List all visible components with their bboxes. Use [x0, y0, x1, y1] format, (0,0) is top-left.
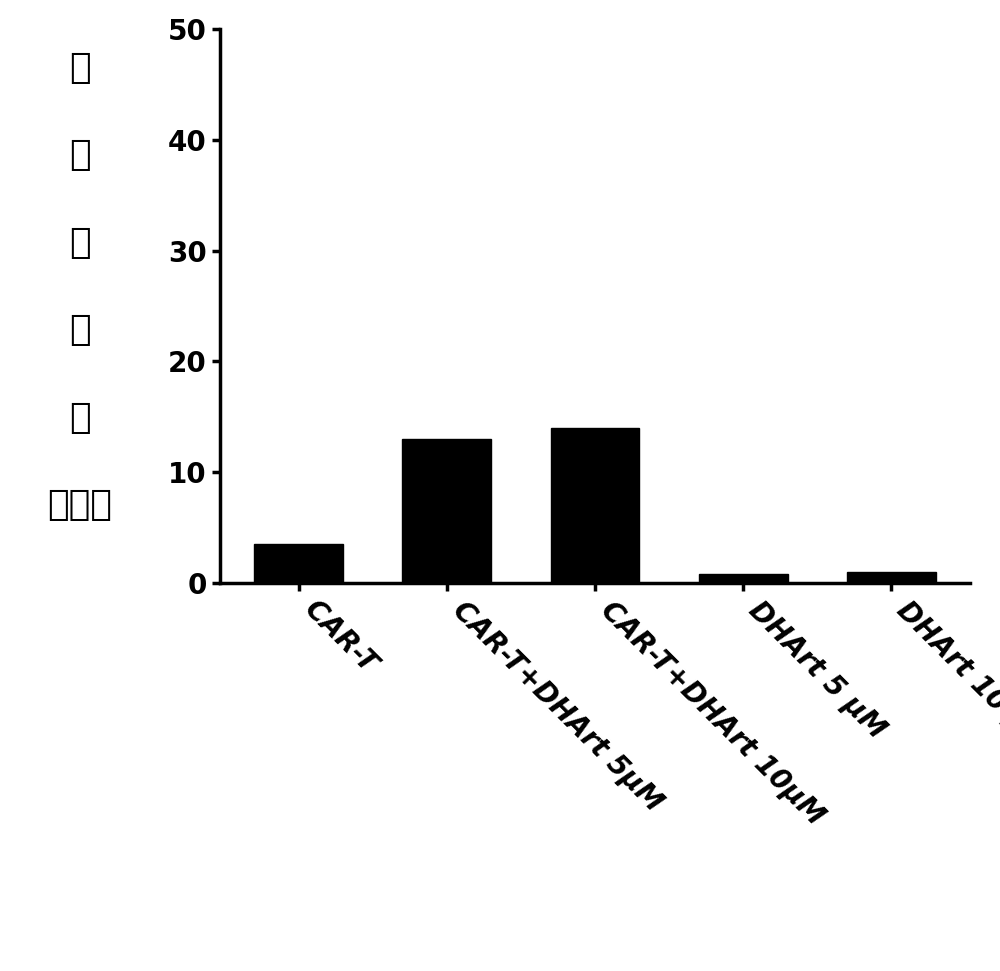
Bar [551, 427, 639, 583]
Text: 细: 细 [69, 50, 91, 85]
Bar [254, 544, 343, 583]
Bar [847, 572, 936, 583]
Bar [402, 439, 491, 583]
Bar [699, 574, 788, 583]
Text: 伤: 伤 [69, 313, 91, 348]
Text: （％）: （％） [48, 487, 112, 522]
Text: 杀: 杀 [69, 225, 91, 260]
Text: 率: 率 [69, 400, 91, 435]
Text: 胞: 胞 [69, 138, 91, 173]
